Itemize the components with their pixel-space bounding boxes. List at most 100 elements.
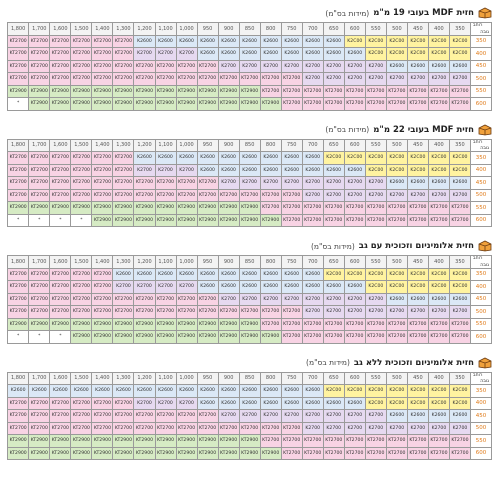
box-icon xyxy=(478,7,492,19)
cell: KT2700 xyxy=(6,396,30,410)
cell: K2600 xyxy=(301,47,324,61)
size-row: 500 K2700 K2700 K2700 K2700 K2700 K2700 K2700 K2… xyxy=(6,188,493,202)
cell: K2600 xyxy=(196,34,219,48)
cell: K2600 xyxy=(238,267,261,281)
cell: KT2900 xyxy=(112,84,135,98)
width-header: 1,200 xyxy=(133,22,156,36)
cell: K2600 xyxy=(238,384,261,398)
cell: KT2900 xyxy=(154,330,177,344)
cell: KT2700 xyxy=(49,188,72,202)
cell: KT2700 xyxy=(322,317,345,331)
width-header: 850 xyxy=(238,371,261,385)
height-header: 450 xyxy=(469,176,493,190)
height-header: 450 xyxy=(469,292,493,306)
cell: KT2900 xyxy=(49,97,72,111)
width-header: 1,500 xyxy=(70,255,93,269)
cell: K2700 xyxy=(427,188,450,202)
cell: KT2900 xyxy=(196,317,219,331)
cell: KT2700 xyxy=(322,97,345,111)
cell: K2600 xyxy=(406,292,429,306)
cell: K2700 xyxy=(364,305,387,319)
cell: KT2700 xyxy=(196,59,219,73)
cell: K2700 xyxy=(133,163,156,177)
cell: KT2700 xyxy=(322,330,345,344)
cell: KT2700 xyxy=(280,84,303,98)
cell: KT2700 xyxy=(154,305,177,319)
cell: K2600 xyxy=(259,47,282,61)
corner-cell: רוחב גובה xyxy=(469,371,493,385)
cell: K2600 xyxy=(217,151,240,165)
width-header: 1,800 xyxy=(6,22,30,36)
cell: KT2700 xyxy=(427,201,450,215)
cell: K2600 xyxy=(154,384,177,398)
cell: KT2700 xyxy=(196,292,219,306)
cell: KT2700 xyxy=(322,201,345,215)
cell: * xyxy=(6,97,30,111)
width-header: 400 xyxy=(427,22,450,36)
width-header: 500 xyxy=(385,138,408,152)
cell: KT2900 xyxy=(49,446,72,460)
width-header: 1,300 xyxy=(112,138,135,152)
cell: KT2700 xyxy=(91,47,114,61)
corner-bottom: גובה xyxy=(480,146,489,151)
cell: K2600 xyxy=(280,151,303,165)
cell: K2700 xyxy=(427,421,450,435)
cell: K2700 xyxy=(238,292,261,306)
width-header: 1,400 xyxy=(91,138,114,152)
cell: K2700 xyxy=(322,176,345,190)
cell: K2700 xyxy=(406,72,429,86)
cell: K2600 xyxy=(91,384,114,398)
cell: KT2900 xyxy=(133,330,156,344)
cell: K2600 xyxy=(196,163,219,177)
cell: KT2700 xyxy=(280,434,303,448)
cell: KT2900 xyxy=(238,446,261,460)
cell: KT2700 xyxy=(385,330,408,344)
cell: KT2900 xyxy=(196,446,219,460)
cell: K2700 xyxy=(217,176,240,190)
cell: K2600 xyxy=(259,396,282,410)
cell: KT2700 xyxy=(28,280,51,294)
cell: K2600 xyxy=(448,409,471,423)
header-row: רוחב גובה 350 400 450 500 550 600 650 700 750 800 85… xyxy=(6,22,493,36)
cell: KT2700 xyxy=(112,409,135,423)
cell: K2600 xyxy=(280,163,303,177)
cell: KT2900 xyxy=(217,213,240,227)
height-header: 500 xyxy=(469,72,493,86)
cell: K2C00 xyxy=(427,163,450,177)
cell: KT2900 xyxy=(217,201,240,215)
cell: KT2900 xyxy=(175,446,198,460)
size-row: 400 K2C00 K2C00 K2C00 K2C00 K2C00 K2600 K2600 K2… xyxy=(6,396,493,410)
cell: KT2700 xyxy=(427,330,450,344)
cell: KT2700 xyxy=(70,267,93,281)
section-subtitle: (מידות בס"מ) xyxy=(325,125,370,134)
width-header: 500 xyxy=(385,371,408,385)
cell: KT2700 xyxy=(154,176,177,190)
cell: K2600 xyxy=(154,151,177,165)
cell: K2600 xyxy=(427,292,450,306)
width-header: 400 xyxy=(427,255,450,269)
cell: KT2900 xyxy=(217,84,240,98)
cell: KT2700 xyxy=(364,317,387,331)
cell: K2700 xyxy=(448,421,471,435)
height-header: 600 xyxy=(469,213,493,227)
size-table: רוחב גובה 350 400 450 500 550 600 650 700 750 800 85… xyxy=(6,138,493,228)
width-header: 1,300 xyxy=(112,22,135,36)
width-header: 1,800 xyxy=(6,255,30,269)
cell: * xyxy=(6,213,30,227)
cell: KT2900 xyxy=(259,97,282,111)
cell: K2700 xyxy=(385,421,408,435)
cell: KT2900 xyxy=(49,434,72,448)
cell: K2600 xyxy=(259,34,282,48)
cell: KT2900 xyxy=(133,97,156,111)
cell: KT2700 xyxy=(301,97,324,111)
cell: KT2700 xyxy=(364,213,387,227)
cell: K2600 xyxy=(175,384,198,398)
cell: KT2700 xyxy=(385,434,408,448)
cell: KT2700 xyxy=(217,188,240,202)
width-header: 850 xyxy=(238,255,261,269)
height-header: 550 xyxy=(469,434,493,448)
cell: KT2900 xyxy=(238,213,261,227)
cell: KT2700 xyxy=(91,188,114,202)
cell: KT2700 xyxy=(154,292,177,306)
cell: K2700 xyxy=(343,421,366,435)
